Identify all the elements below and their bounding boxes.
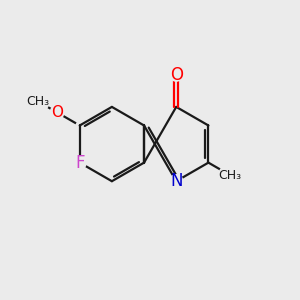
Text: O: O [51, 105, 63, 120]
Text: N: N [170, 172, 182, 190]
Circle shape [50, 106, 64, 119]
Text: O: O [170, 66, 183, 84]
Circle shape [73, 156, 86, 169]
Text: CH₃: CH₃ [219, 169, 242, 182]
Text: F: F [75, 154, 85, 172]
Circle shape [170, 68, 183, 81]
Circle shape [170, 175, 183, 188]
Circle shape [219, 164, 242, 187]
Text: CH₃: CH₃ [26, 95, 49, 108]
Circle shape [26, 90, 49, 112]
